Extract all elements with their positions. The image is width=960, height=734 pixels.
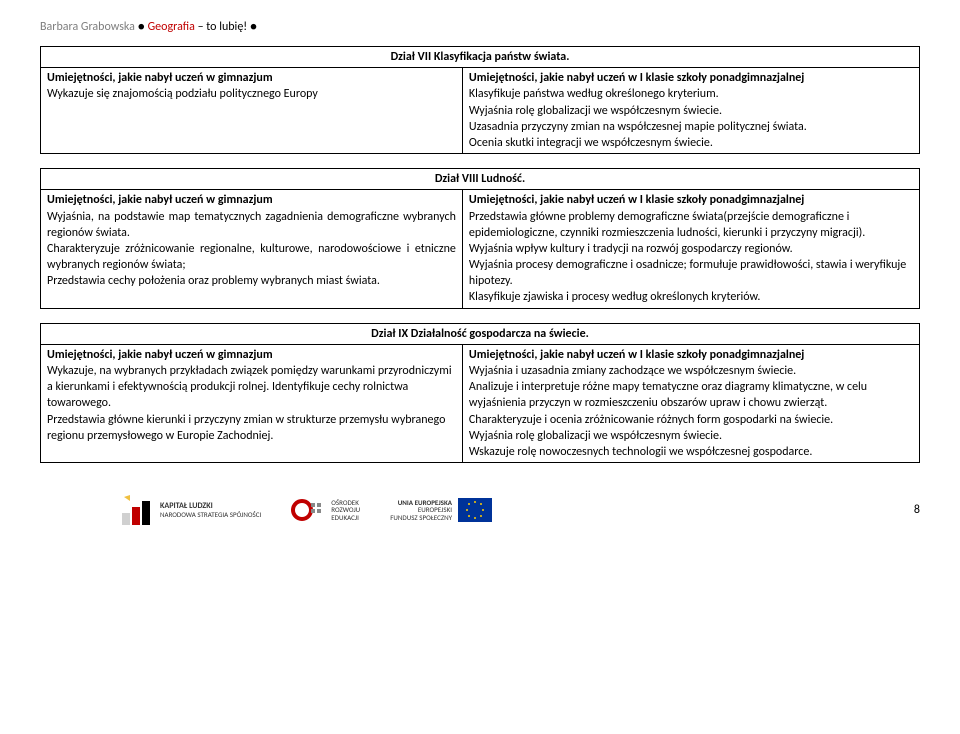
- section-ix-right-header: Umiejętności, jakie nabył uczeń w I klas…: [469, 347, 913, 363]
- logo2-line3: EDUKACJI: [331, 514, 360, 522]
- section-viii-right-body: Przedstawia główne problemy demograficzn…: [469, 209, 913, 306]
- bullet: ●: [250, 20, 257, 34]
- logo1-line2: NARODOWA STRATEGIA SPÓJNOŚCI: [160, 511, 261, 519]
- page-header: Barbara Grabowska ● Geografia – to lubię…: [40, 20, 920, 34]
- section-ix-title: Dział IX Działalność gospodarcza na świe…: [41, 323, 920, 344]
- kapital-ludzki-icon: [120, 493, 154, 527]
- section-vii-left-body: Wykazuje się znajomością podziału polity…: [47, 86, 456, 102]
- section-ix-table: Dział IX Działalność gospodarcza na świe…: [40, 323, 920, 464]
- logo-ore: OŚRODEK ROZWOJU EDUKACJI: [291, 493, 360, 527]
- logo-kapital-ludzki: KAPITAŁ LUDZKI NARODOWA STRATEGIA SPÓJNO…: [120, 493, 261, 527]
- logo-eu: UNIA EUROPEJSKA EUROPEJSKI FUNDUSZ SPOŁE…: [390, 493, 492, 527]
- logo3-line3: FUNDUSZ SPOŁECZNY: [390, 514, 452, 522]
- footer-logos: KAPITAŁ LUDZKI NARODOWA STRATEGIA SPÓJNO…: [40, 493, 492, 527]
- page-footer: KAPITAŁ LUDZKI NARODOWA STRATEGIA SPÓJNO…: [40, 493, 920, 527]
- section-ix-right-body: Wyjaśnia i uzasadnia zmiany zachodzące w…: [469, 363, 913, 460]
- page-number: 8: [914, 503, 920, 517]
- eu-flag-icon: [458, 493, 492, 527]
- section-ix-left-header: Umiejętności, jakie nabył uczeń w gimnaz…: [47, 347, 456, 363]
- section-viii-title: Dział VIII Ludność.: [41, 169, 920, 190]
- doc-title-part2: – to lubię!: [198, 20, 250, 34]
- section-vii-right-header: Umiejętności, jakie nabył uczeń w I klas…: [469, 70, 913, 86]
- author-name: Barbara Grabowska: [40, 20, 138, 34]
- section-vii-right-body: Klasyfikuje państwa według określonego k…: [469, 86, 913, 151]
- section-vii-table: Dział VII Klasyfikacja państw świata. Um…: [40, 46, 920, 154]
- section-vii-left-header: Umiejętności, jakie nabył uczeń w gimnaz…: [47, 70, 456, 86]
- ore-icon: [291, 493, 325, 527]
- section-viii-table: Dział VIII Ludność. Umiejętności, jakie …: [40, 168, 920, 309]
- bullet: ●: [138, 20, 148, 34]
- section-viii-left-body: Wyjaśnia, na podstawie map tematycznych …: [47, 209, 456, 290]
- section-ix-left-body: Wykazuje, na wybranych przykładach związ…: [47, 363, 456, 444]
- section-viii-right-header: Umiejętności, jakie nabył uczeń w I klas…: [469, 192, 913, 208]
- section-viii-left-header: Umiejętności, jakie nabył uczeń w gimnaz…: [47, 192, 456, 208]
- section-vii-title: Dział VII Klasyfikacja państw świata.: [41, 47, 920, 68]
- doc-title-part1: Geografia: [148, 20, 198, 34]
